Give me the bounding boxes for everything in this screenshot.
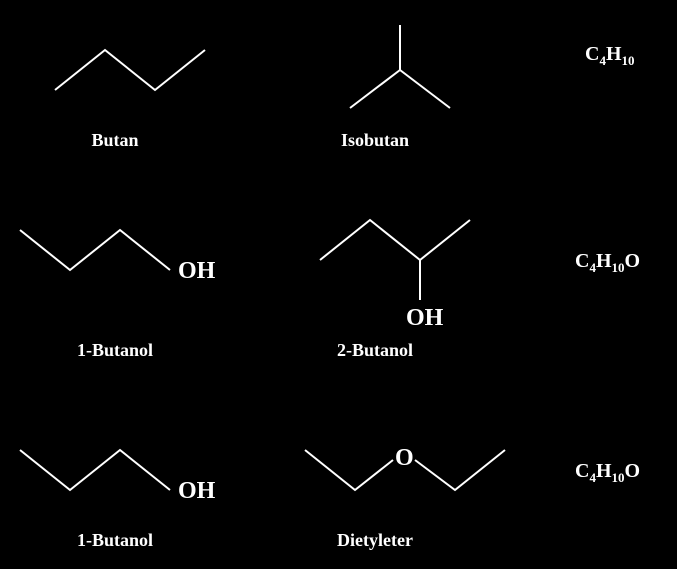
svg-text:OH: OH: [178, 258, 216, 280]
svg-text:OH: OH: [406, 305, 444, 331]
svg-text:O: O: [395, 445, 414, 471]
1-butanol-structure: OH: [10, 220, 250, 280]
dietyleter-label: Dietyleter: [337, 530, 413, 551]
formula-c4h10: C4H10: [585, 43, 635, 69]
1-butanol-label: 1-Butanol: [77, 340, 153, 361]
svg-text:OH: OH: [178, 478, 216, 500]
formula-c4h10o-2: C4H10O: [575, 460, 640, 486]
butan-label: Butan: [91, 130, 138, 151]
1-butanol-structure-2: OH: [10, 440, 250, 500]
2-butanol-label: 2-Butanol: [337, 340, 413, 361]
isobutan-structure: [325, 20, 475, 115]
butan-structure: [45, 40, 220, 100]
isobutan-label: Isobutan: [341, 130, 409, 151]
formula-c4h10o-1: C4H10O: [575, 250, 640, 276]
dietyleter-structure: O: [295, 440, 515, 500]
2-butanol-structure: OH: [310, 210, 510, 335]
1-butanol-label-2: 1-Butanol: [77, 530, 153, 551]
